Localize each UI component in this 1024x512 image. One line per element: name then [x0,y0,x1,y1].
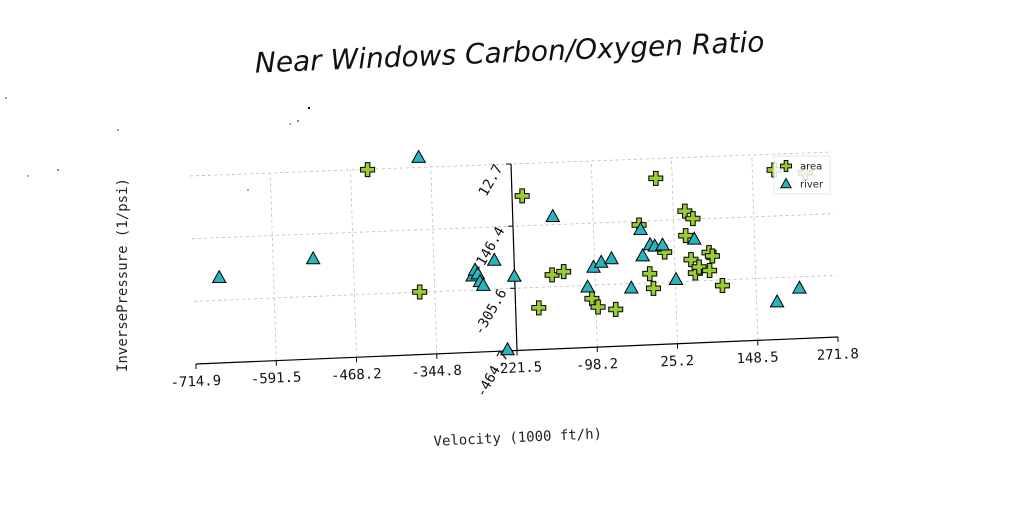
data-point-river [546,210,559,222]
noise-specks [5,97,310,191]
x-grid-line [351,170,357,357]
grid [190,152,836,361]
data-point-area [715,279,729,293]
y-axis-spine [511,164,517,351]
plot-area: -714.9 -591.5 -468.2 -344.8 -221.5 -98.2 25.2 1… [170,151,859,401]
x-grid-line [270,173,276,361]
x-tick-label: -591.5 [251,370,302,388]
data-point-area [515,189,529,203]
x-tick-labels: -714.9 -591.5 -468.2 -344.8 -221.5 -98.2 25.2 1… [170,337,859,391]
data-point-area [532,301,546,315]
y-tick-label: -305.6 [471,286,510,338]
x-tick-label: 25.2 [660,353,694,370]
x-tick-label: -714.9 [170,373,221,391]
data-point-area [643,267,657,281]
data-point-river [213,271,226,283]
data-point-area [646,281,660,295]
x-grid-line [672,158,678,344]
data-points [213,151,813,355]
data-point-area [649,171,663,185]
y-axis-label: InversePressure (1/psi) [115,178,131,372]
data-point-river [307,252,320,264]
x-grid-line [591,161,597,347]
x-tick-label: -344.8 [411,363,462,381]
chart-title: Near Windows Carbon/Oxygen Ratio [254,25,765,79]
legend: area river [774,156,830,194]
data-point-river [669,273,682,285]
data-point-area [361,163,375,177]
x-tick-label: 271.8 [816,346,859,364]
y-tick-label: -146.4 [469,224,508,276]
data-point-river [770,295,783,307]
data-point-river [508,269,521,281]
data-point-river [625,281,638,293]
x-grid-line [752,155,758,340]
legend-label-area: area [800,162,822,173]
data-point-river [412,151,425,163]
x-grid-line [431,167,437,354]
y-tick-label: 12.7 [476,162,507,199]
x-tick-label: -468.2 [331,366,382,384]
data-point-area [413,285,427,299]
x-tick-label: -98.2 [576,356,619,374]
legend-label-river: river [800,180,824,191]
data-point-area [609,302,623,316]
data-point-river [605,252,618,264]
data-point-river [636,249,649,261]
data-point-river [581,280,594,292]
data-point-river [793,281,806,293]
x-tick-label: 148.5 [736,349,779,367]
x-axis-label: Velocity (1000 ft/h) [433,426,602,450]
